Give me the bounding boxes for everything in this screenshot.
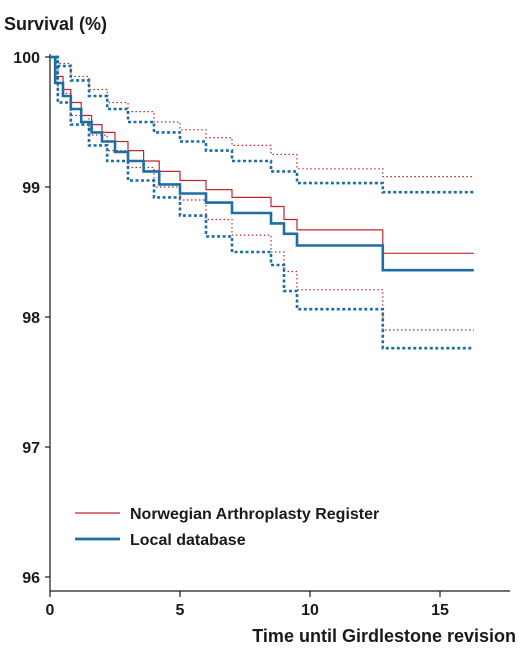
- y-tick-label: 100: [13, 50, 40, 67]
- legend-label-nar: Norwegian Arthroplasty Register: [130, 506, 379, 523]
- local-ci-line: [50, 55, 474, 350]
- x-tick-label: 10: [301, 602, 319, 619]
- x-axis-label: Time until Girdlestone revision: [252, 626, 516, 646]
- legend-label-local: Local database: [130, 532, 246, 549]
- y-tick-label: 97: [22, 440, 40, 457]
- y-ticks: 96 97 98 99 100: [13, 50, 50, 587]
- y-tick-label: 96: [22, 570, 40, 587]
- x-tick-label: 15: [431, 602, 449, 619]
- x-tick-label: 0: [46, 602, 55, 619]
- series-lines: [50, 55, 474, 350]
- x-tick-label: 5: [176, 602, 185, 619]
- nar-ci-line: [50, 56, 474, 178]
- local-ci-line: [50, 55, 474, 194]
- y-axis-label: Survival (%): [4, 14, 107, 34]
- local-survival-line: [50, 55, 474, 272]
- nar-survival-line: [50, 56, 474, 254]
- x-ticks: 0 5 10 15: [46, 591, 449, 619]
- y-tick-label: 98: [22, 310, 40, 327]
- legend: Norwegian Arthroplasty Register Local da…: [75, 506, 379, 549]
- axes: [49, 54, 510, 592]
- y-tick-label: 99: [22, 180, 40, 197]
